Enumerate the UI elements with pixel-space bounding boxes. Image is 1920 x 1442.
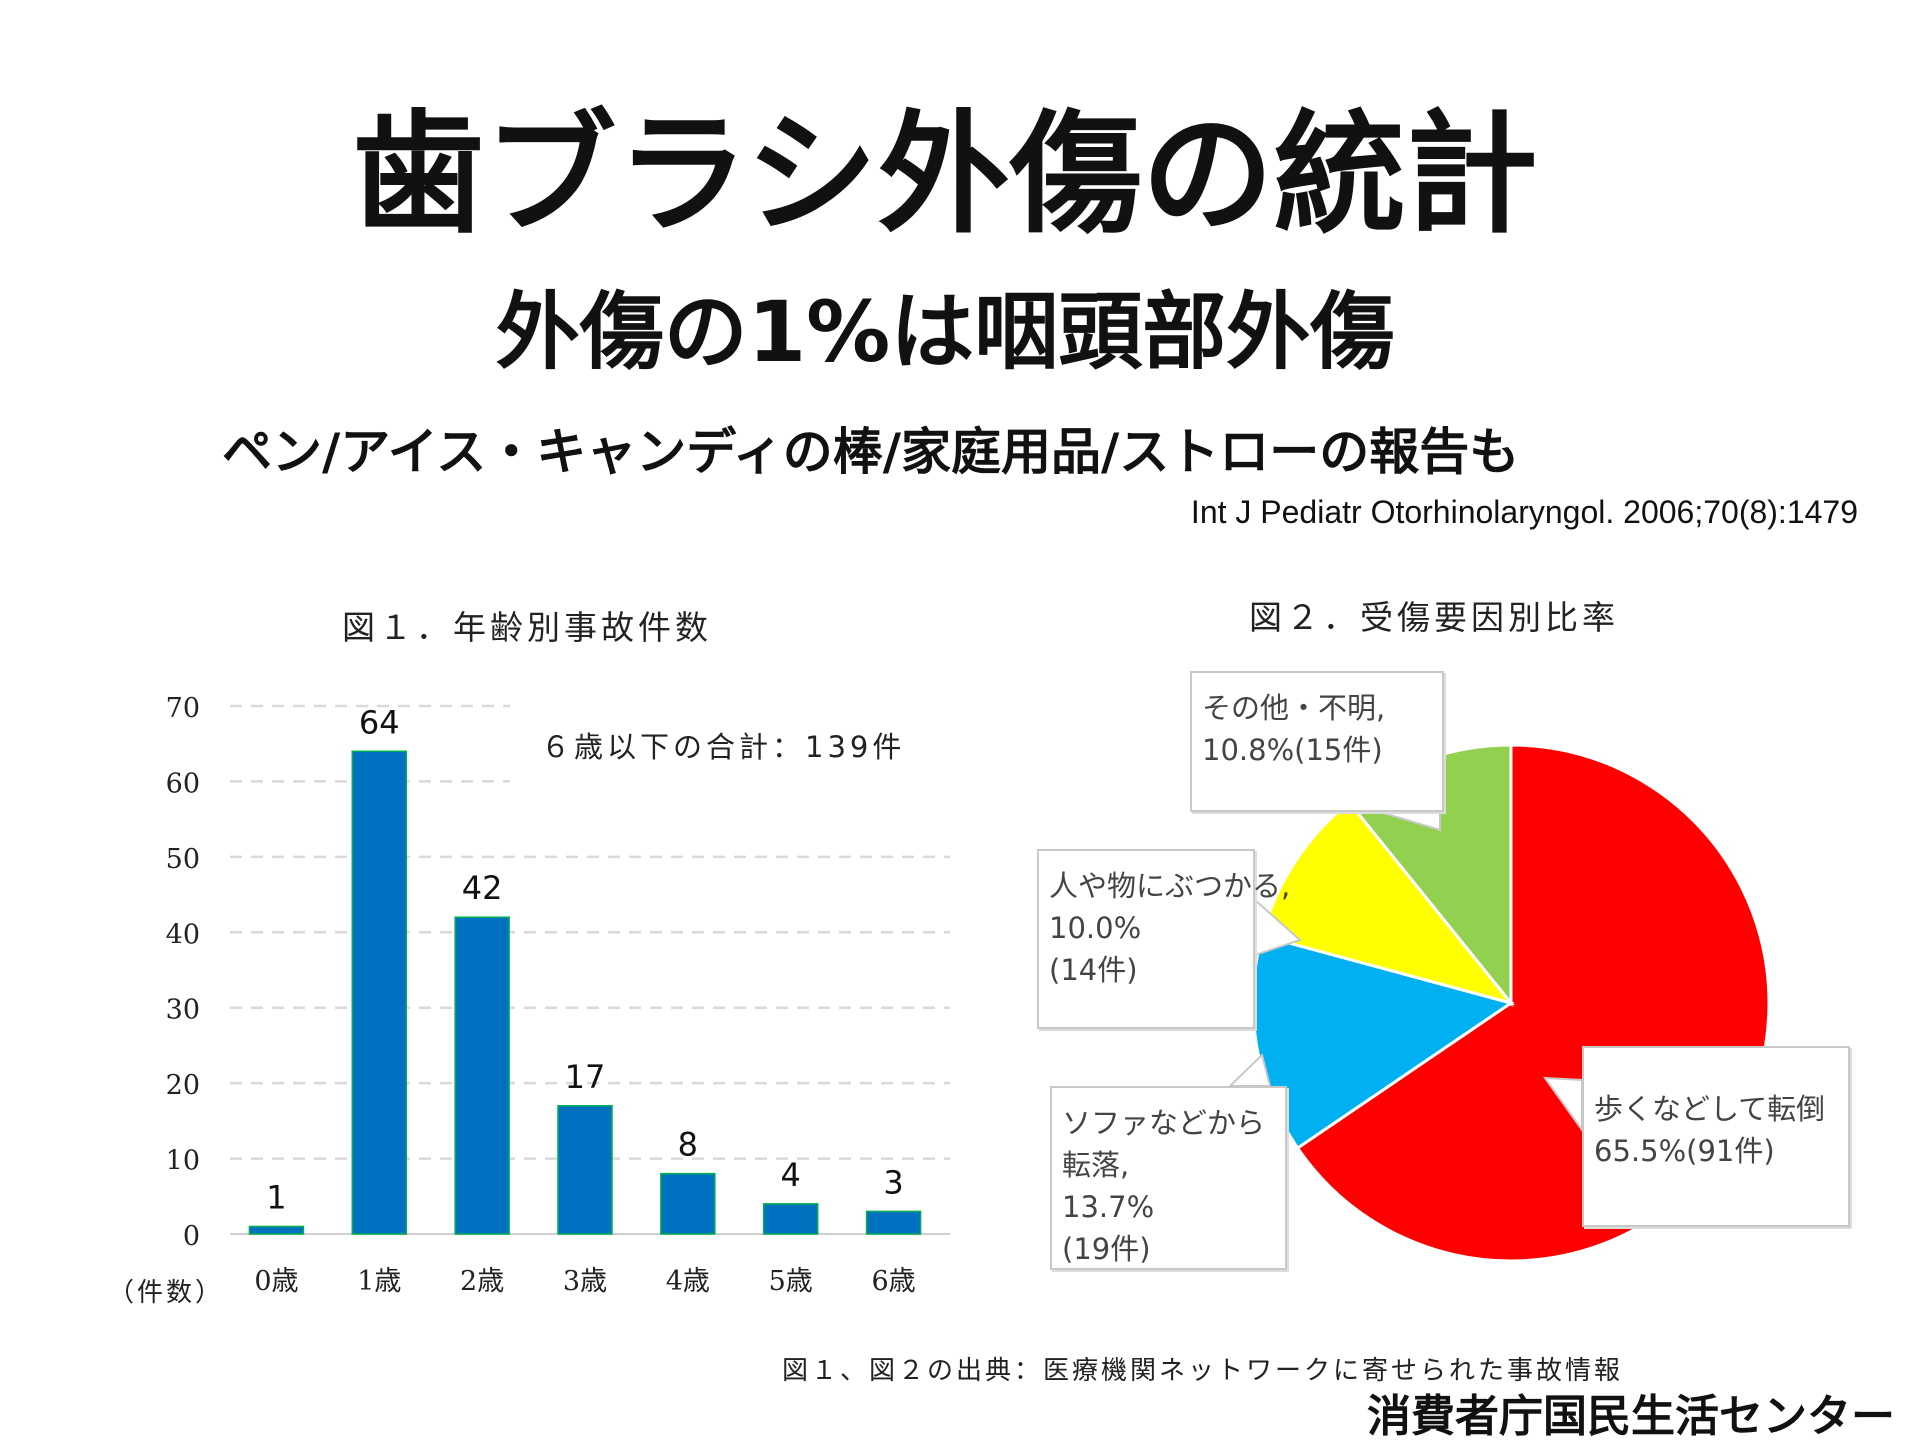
y-tick-label: 70 (166, 693, 200, 724)
bar (351, 750, 408, 1235)
footer-source: 図１、図２の出典：医療機関ネットワークに寄せられた事故情報 (782, 1356, 1624, 1386)
slide-note: ペン/アイス・キャンディの棒/家庭用品/ストローの報告も (222, 423, 1520, 481)
bar-value-label: 64 (359, 703, 400, 741)
callout-collision-count: (14件) (1049, 953, 1138, 987)
callout-sofa-count: (19件) (1062, 1232, 1151, 1266)
bar (557, 1105, 613, 1235)
bar-value-label: 17 (565, 1058, 606, 1096)
y-tick-label: 40 (166, 919, 200, 950)
callout-collision: 人や物にぶつかる, 10.0% (14件) (1037, 849, 1291, 1029)
bar (660, 1172, 716, 1235)
slide-title: 歯ブラシ外傷の統計 (352, 98, 1538, 252)
callout-pointer (1379, 811, 1441, 832)
callout-sofa-detail: 13.7% (1062, 1190, 1155, 1224)
callout-trip-label: 歩くなどして転倒 (1594, 1092, 1826, 1126)
y-tick-label: 50 (166, 844, 200, 875)
bar (865, 1210, 922, 1235)
callout-other-detail: 10.8%(15件) (1202, 733, 1383, 767)
y-tick-label: 30 (166, 995, 200, 1026)
citation: Int J Pediatr Otorhinolaryngol. 2006;70(… (1190, 494, 1858, 530)
callout-other-label: その他・不明, (1202, 691, 1386, 725)
slide-subtitle: 外傷の1%は咽頭部外傷 (495, 283, 1395, 381)
y-tick-label: 0 (183, 1221, 200, 1252)
y-tick-label: 10 (166, 1146, 200, 1177)
bar-chart-title: 図１．年齢別事故件数 (342, 608, 712, 647)
bar-value-label: 4 (781, 1156, 801, 1194)
callout-collision-detail: 10.0% (1049, 911, 1142, 945)
y-tick-label: 20 (166, 1070, 200, 1101)
footer-organization: 消費者庁国民生活センター (1367, 1391, 1895, 1442)
callout-fall-from-sofa: ソファなどから転落, 13.7% (19件) (1050, 1086, 1287, 1270)
bar-value-label: 42 (462, 869, 503, 907)
callout-sofa-label: ソファなどから転落, (1062, 1106, 1266, 1182)
callout-pointer (1254, 897, 1302, 957)
x-tick-label: 5歳 (769, 1266, 813, 1297)
x-tick-label: 4歳 (666, 1266, 710, 1297)
callout-trip-detail: 65.5%(91件) (1594, 1134, 1775, 1168)
callout-collision-label: 人や物にぶつかる, (1049, 869, 1291, 903)
x-tick-label: 2歳 (460, 1266, 504, 1297)
y-tick-label: 60 (166, 768, 200, 799)
callout-pointer (1227, 1053, 1272, 1087)
x-tick-label: 3歳 (563, 1266, 607, 1297)
callout-other: その他・不明, 10.8%(15件) (1190, 671, 1444, 812)
bar (454, 916, 510, 1235)
bar-value-label: 3 (883, 1163, 903, 1201)
bar (248, 1225, 305, 1235)
callout-trip-fall: 歩くなどして転倒 65.5%(91件) (1582, 1046, 1850, 1227)
bar-chart-annotation: ６歳以下の合計：139件 (541, 730, 906, 764)
bar (762, 1203, 819, 1235)
x-tick-label: 6歳 (871, 1266, 915, 1297)
x-tick-label: 0歳 (254, 1266, 298, 1297)
x-tick-label: 1歳 (357, 1266, 401, 1297)
pie-chart-title: 図２．受傷要因別比率 (1249, 598, 1619, 637)
bar-value-label: 8 (678, 1126, 698, 1164)
y-axis-unit-label: （件数） (108, 1278, 225, 1308)
bar-value-label: 1 (266, 1178, 286, 1216)
